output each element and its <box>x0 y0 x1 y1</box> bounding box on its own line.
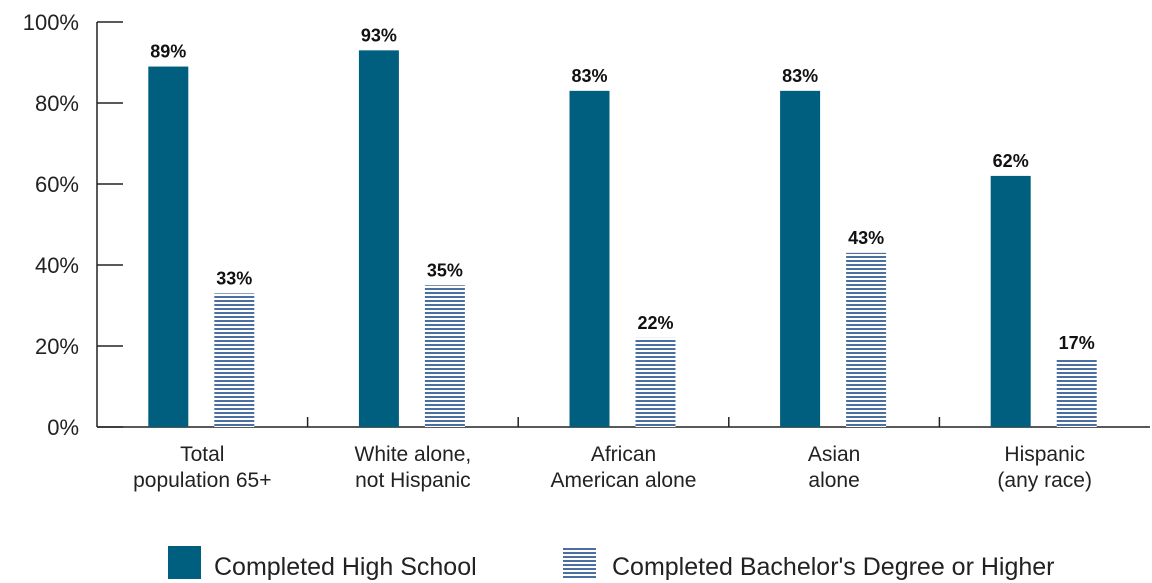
category-label: Hispanic <box>1004 443 1085 466</box>
category-label: not Hispanic <box>355 469 471 492</box>
data-label: 22% <box>637 313 673 333</box>
category-label: Asian <box>808 443 861 466</box>
data-label: 43% <box>848 228 884 248</box>
data-label: 93% <box>361 25 397 45</box>
bar-bachelors <box>635 337 676 427</box>
legend-label: Completed Bachelor's Degree or Higher <box>612 553 1055 581</box>
data-label: 89% <box>150 42 186 62</box>
bar-bachelors <box>846 252 887 427</box>
y-tick-label: 60% <box>35 172 79 197</box>
y-tick-label: 80% <box>35 91 79 116</box>
category-label: African <box>591 443 656 466</box>
category-label: Total <box>180 443 224 466</box>
labels: 89% 33% Total population 65+ 93% 35% White alo… <box>133 25 1095 492</box>
bar-high-school <box>780 90 821 427</box>
bar-bachelors <box>424 285 465 427</box>
y-tick-label: 40% <box>35 253 79 278</box>
bar-high-school <box>148 66 189 428</box>
category-label: population 65+ <box>133 469 271 492</box>
legend-label: Completed High School <box>214 553 477 581</box>
y-tick-label: 20% <box>35 334 79 359</box>
data-label: 35% <box>427 260 463 280</box>
legend: Completed High School Completed Bachelor'… <box>168 546 1055 581</box>
bars <box>148 50 1097 428</box>
legend-swatch-high-school <box>168 546 201 579</box>
bar-bachelors <box>1056 358 1097 427</box>
data-label: 62% <box>993 151 1029 171</box>
bar-high-school <box>990 175 1031 427</box>
data-label: 17% <box>1059 333 1095 353</box>
bar-bachelors <box>214 293 255 427</box>
legend-swatch-bachelors <box>563 546 596 579</box>
bar-high-school <box>569 90 610 427</box>
category-label: (any race) <box>997 469 1092 492</box>
data-label: 33% <box>216 268 252 288</box>
y-tick-label: 0% <box>47 415 79 440</box>
axes: 0% 20% 40% 60% 80% 100% <box>23 10 1150 440</box>
data-label: 83% <box>782 66 818 86</box>
category-label: alone <box>808 469 859 492</box>
category-label: White alone, <box>355 443 472 466</box>
data-label: 83% <box>571 66 607 86</box>
bar-high-school <box>358 50 399 427</box>
y-tick-label: 100% <box>23 10 79 35</box>
category-label: American alone <box>551 469 697 492</box>
